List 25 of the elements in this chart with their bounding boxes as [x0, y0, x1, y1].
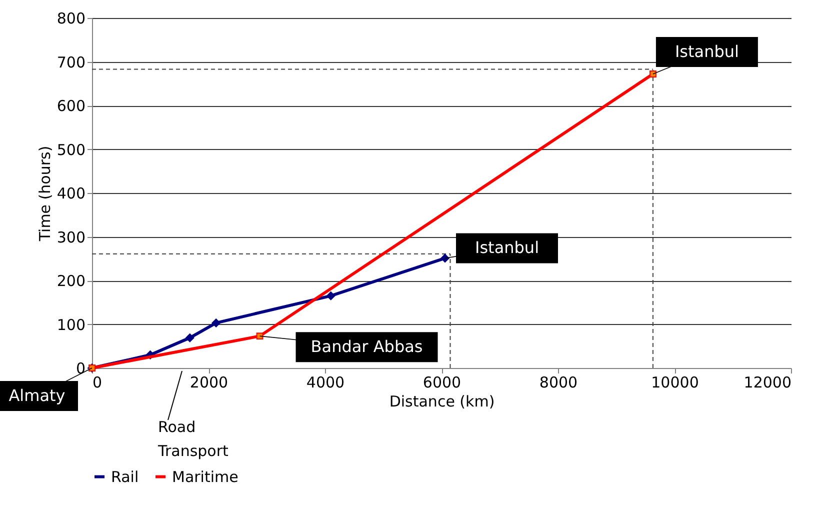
y-tick-label: 600 — [56, 97, 86, 115]
y-tick-label: 0 — [76, 360, 86, 378]
x-tick-label: 12000 — [744, 374, 792, 392]
text: Road Transport — [157, 418, 229, 460]
annotation: Istanbul — [474, 238, 540, 258]
y-axis-title: Time (hours) — [36, 146, 54, 242]
x-tick-label: 2000 — [190, 374, 228, 392]
x-tick-label: 6000 — [422, 374, 462, 392]
y-tick-label: 200 — [56, 272, 86, 290]
legend-label: Maritime — [172, 468, 238, 486]
y-tick-label: 400 — [56, 184, 86, 202]
x-tick-label: 0 — [92, 374, 102, 392]
y-tick-label: 300 — [56, 228, 86, 246]
annotation: Istanbul — [674, 42, 739, 61]
x-tick-label: 4000 — [306, 374, 345, 392]
annotation: Bandar Abbas — [310, 337, 423, 356]
annotation: Almaty — [8, 386, 66, 405]
y-tick-label: 700 — [56, 53, 86, 72]
legend-label: Rail — [111, 468, 139, 486]
y-tick-label: 500 — [56, 140, 86, 159]
y-tick-label: 800 — [56, 10, 86, 28]
x-tick-label: 8000 — [539, 374, 578, 392]
x-tick-label: 10000 — [651, 374, 699, 392]
y-tick-label: 100 — [56, 316, 86, 334]
x-axis-title: Distance (km) — [389, 392, 495, 410]
